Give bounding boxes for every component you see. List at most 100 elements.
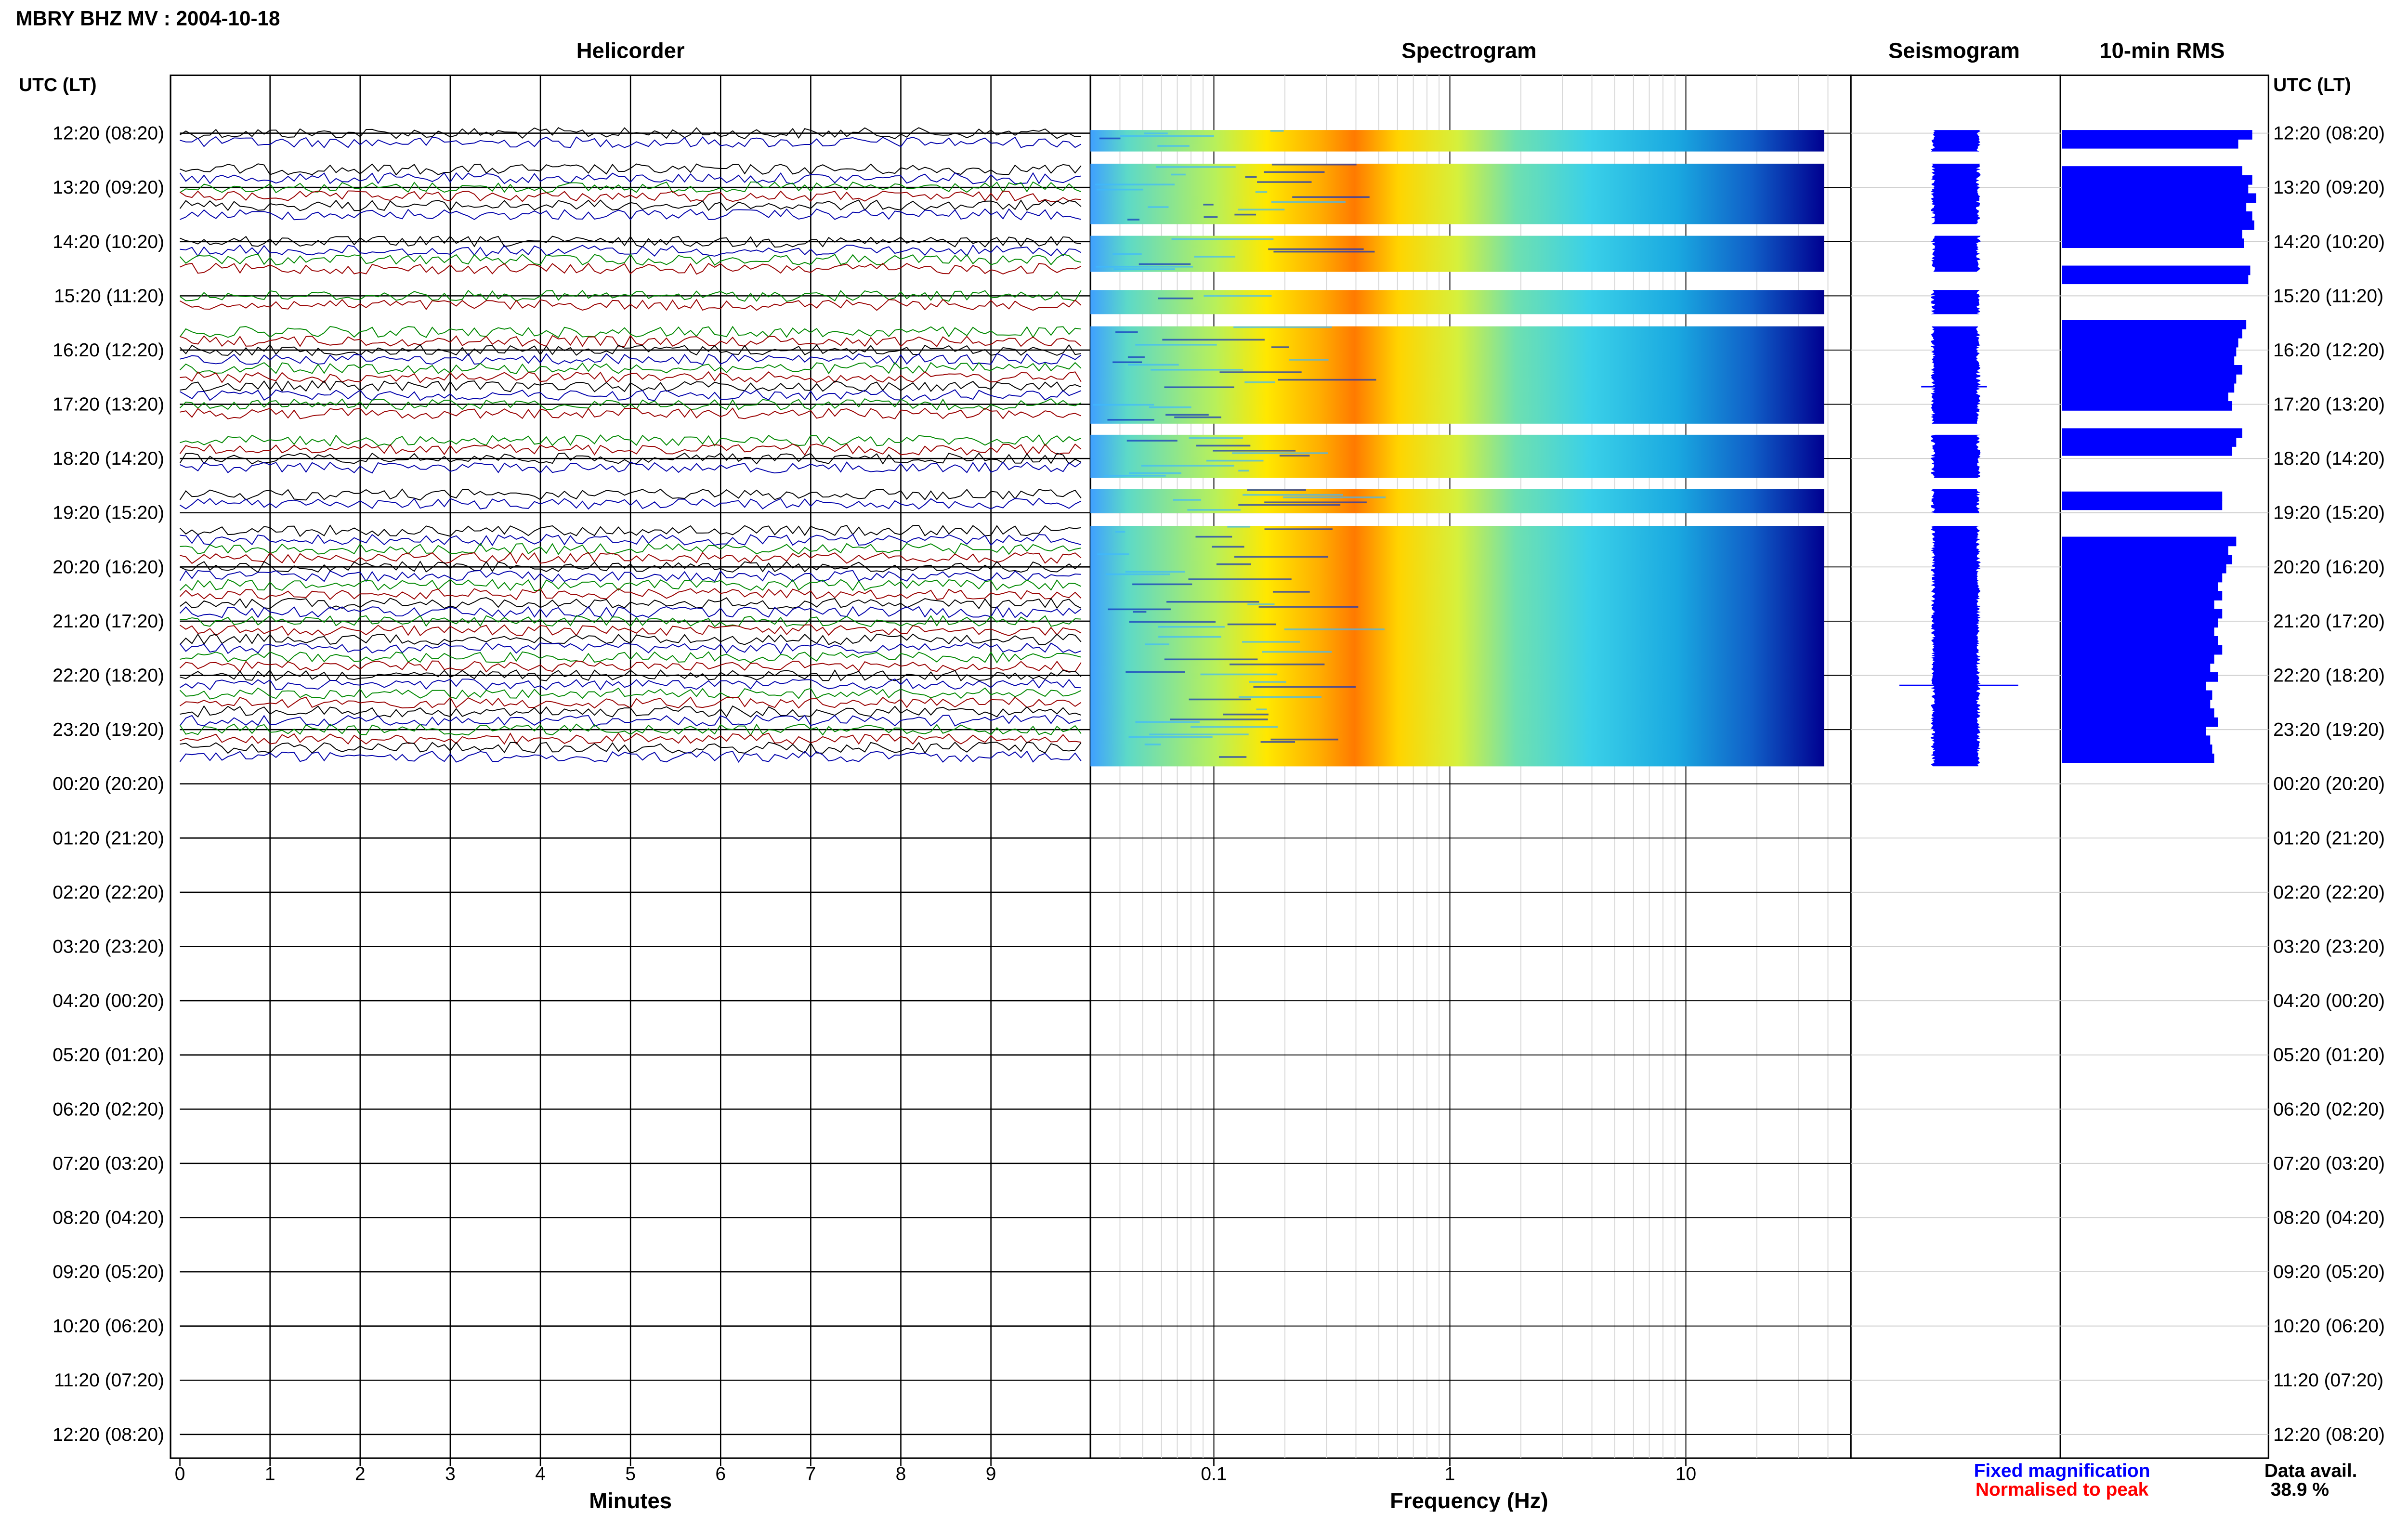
x-tick-label: 1	[1445, 1464, 1455, 1485]
helicorder-trace	[179, 398, 1082, 411]
seismogram-envelope	[1930, 434, 1981, 478]
spectrogram-streak	[1244, 381, 1275, 383]
seismogram-envelope	[1931, 290, 1980, 314]
helicorder-trace	[179, 199, 1082, 212]
helicorder-trace	[180, 136, 1082, 149]
spectrogram-block	[1090, 434, 1824, 478]
time-label-left: 05:20 (01:20)	[52, 1045, 164, 1066]
rms-bar	[2062, 618, 2218, 628]
spectrogram-streak	[1171, 173, 1186, 176]
time-label-left: 18:20 (14:20)	[52, 448, 164, 469]
data-availability-label: Data avail.	[2264, 1461, 2357, 1481]
rms-frame	[2059, 74, 2270, 1459]
rms-bar	[2062, 654, 2214, 664]
spectrogram-streak	[1097, 553, 1129, 555]
helicorder-trace	[180, 262, 1082, 275]
spectrogram-streak	[1271, 201, 1346, 203]
helicorder-trace	[180, 235, 1081, 248]
time-label-right: 19:20 (15:20)	[2273, 503, 2385, 523]
spectrogram-streak	[1144, 643, 1169, 645]
time-label-right: 12:20 (08:20)	[2273, 123, 2385, 144]
rms-bar	[2062, 238, 2244, 248]
rms-bar	[2062, 563, 2226, 574]
spectrogram-streak	[1165, 414, 1209, 416]
rms-bar	[2062, 383, 2235, 393]
spectrogram-streak	[1096, 266, 1193, 268]
spectrogram-streak	[1135, 721, 1200, 723]
spectrogram-streak	[1120, 135, 1214, 137]
legend-fixed-magnification: Fixed magnification	[1974, 1461, 2150, 1481]
spectrogram-frame	[1089, 74, 1852, 1459]
spectrogram-streak	[1190, 726, 1278, 728]
rms-bar	[2062, 446, 2233, 456]
time-label-right: 20:20 (16:20)	[2273, 557, 2385, 577]
seismogram-envelope	[1930, 525, 1981, 767]
time-label-right: 04:20 (00:20)	[2273, 991, 2385, 1011]
spectrogram-streak	[1113, 268, 1175, 270]
spectrogram-streak	[1174, 416, 1221, 418]
helicorder-trace	[180, 163, 1082, 176]
time-axis-labels: 12:20 (08:20) 12:20 (08:20) 13:20 (09:20) 1…	[52, 123, 2385, 1445]
spectrogram-streak	[1135, 344, 1217, 346]
spectrogram-streak	[1243, 494, 1343, 496]
spectrogram-streak	[1149, 406, 1191, 408]
spectrogram-streak	[1189, 698, 1251, 701]
helicorder-trace	[179, 326, 1081, 339]
helicorder-trace	[179, 750, 1082, 763]
spectrogram-title: Spectrogram	[1401, 39, 1536, 63]
spectrogram-streak	[1144, 132, 1168, 134]
spectrogram-streak	[1189, 437, 1243, 439]
rms-bar	[2062, 555, 2233, 564]
time-label-right: 01:20 (21:20)	[2273, 828, 2385, 848]
helicorder-trace	[180, 534, 1081, 547]
x-tick-label: 1	[265, 1464, 275, 1485]
spectrogram-streak	[1219, 756, 1247, 758]
helicorder-trace	[180, 742, 1082, 754]
spectrogram-streak	[1158, 626, 1225, 628]
spectrogram-streak	[1238, 209, 1285, 211]
spectrogram-streak	[1204, 295, 1272, 297]
rms-bar	[2062, 753, 2214, 763]
time-label-left: 01:20 (21:20)	[52, 828, 164, 848]
spectrogram-streak	[1108, 608, 1171, 611]
spectrogram-streak	[1213, 450, 1296, 452]
spectrogram-streak	[1187, 509, 1241, 511]
time-label-right: 18:20 (14:20)	[2273, 448, 2385, 469]
rms-bar	[2062, 500, 2223, 510]
helicorder-trace	[180, 352, 1082, 365]
time-label-left: 13:20 (09:20)	[52, 177, 164, 198]
helicorder-trace	[180, 190, 1081, 203]
rms-bar	[2062, 437, 2237, 447]
rms-bar	[2062, 681, 2206, 691]
rms-bar	[2062, 347, 2237, 357]
spectrogram-streak	[1257, 181, 1312, 183]
time-label-right: 17:20 (13:20)	[2273, 394, 2385, 415]
helicorder-trace	[180, 289, 1082, 302]
spectrogram-streak	[1126, 440, 1178, 442]
x-tick-label: 10	[1675, 1464, 1696, 1485]
helicorder-trace	[179, 687, 1082, 700]
time-label-left: 03:20 (23:20)	[52, 936, 164, 957]
helicorder-trace	[179, 606, 1082, 618]
spectrogram-block	[1090, 526, 1824, 767]
rms-bar	[2062, 744, 2212, 754]
spectrogram-streak	[1206, 459, 1264, 462]
helicorder-trace	[179, 597, 1082, 610]
spectrogram-streak	[1129, 472, 1181, 474]
x-tick-label: 8	[896, 1464, 906, 1485]
spectrogram-streak	[1255, 191, 1268, 193]
rms-bar	[2062, 374, 2237, 384]
spectrogram-streak	[1264, 171, 1325, 173]
helicorder-trace	[180, 299, 1082, 311]
x-tick-label: 6	[715, 1464, 726, 1485]
time-label-right: 00:20 (20:20)	[2273, 774, 2385, 795]
helicorder-traces	[179, 127, 1082, 763]
spectrogram-streak	[1099, 137, 1121, 140]
rms-bar	[2062, 184, 2249, 194]
helicorder-trace	[179, 362, 1082, 375]
helicorder-trace	[179, 642, 1082, 655]
x-tick-label: 7	[806, 1464, 816, 1485]
time-label-right: 16:20 (12:20)	[2273, 340, 2385, 361]
helicorder-trace	[179, 524, 1081, 537]
time-label-right: 08:20 (04:20)	[2273, 1207, 2385, 1228]
